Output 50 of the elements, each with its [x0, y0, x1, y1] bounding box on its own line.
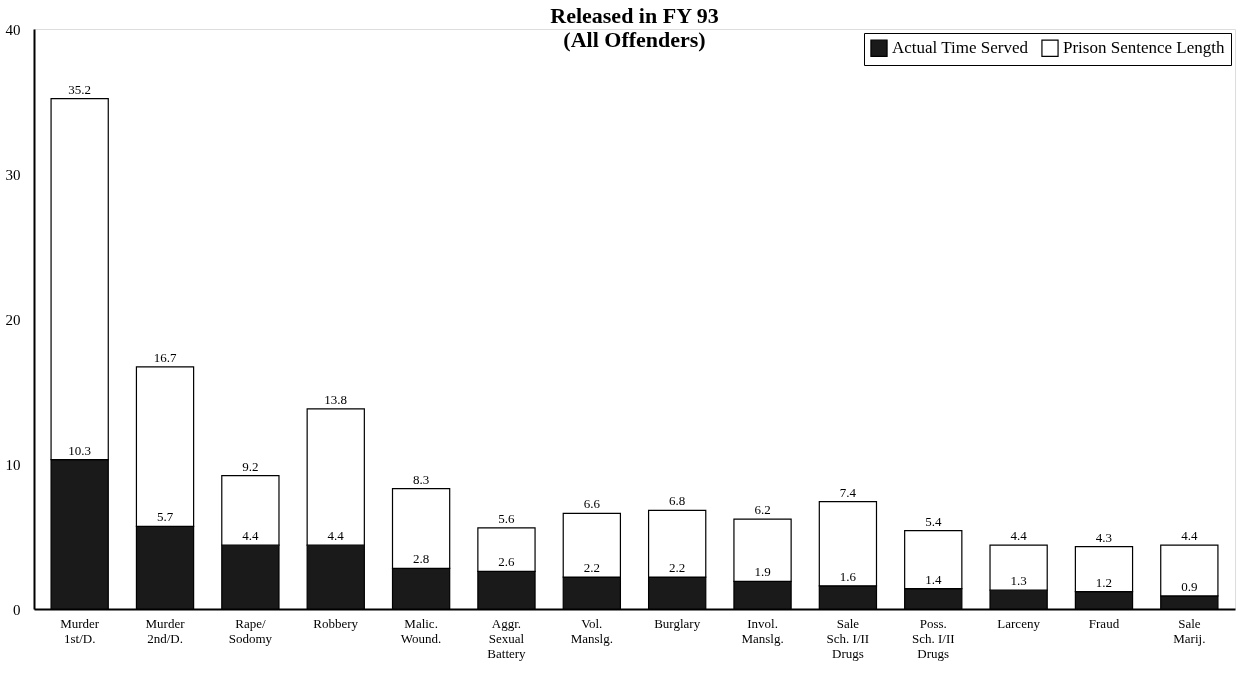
- data-label: 1.4: [925, 571, 942, 587]
- x-tick-label: Murder 2nd/D.: [145, 615, 186, 646]
- y-tick-label: 0: [13, 601, 21, 618]
- total-label: 6.6: [583, 496, 601, 512]
- total-label: 6.8: [669, 493, 686, 509]
- data-label: 1.2: [1095, 574, 1113, 590]
- data-label: 1.9: [754, 564, 771, 580]
- x-tick-label: Robbery: [313, 615, 359, 631]
- data-label: 2.6: [498, 554, 516, 570]
- data-label: 10.3: [68, 442, 92, 458]
- total-label: 35.2: [68, 81, 92, 97]
- y-tick-label: 40: [5, 21, 21, 38]
- x-tick-label: Sale Sch. I/II Drugs: [826, 615, 870, 661]
- x-tick-label: Rape/ Sodomy: [228, 615, 273, 646]
- total-label: 5.6: [498, 510, 516, 526]
- x-tick-label: Malic. Wound.: [400, 615, 442, 646]
- data-label: 2.8: [412, 551, 430, 567]
- data-label: 2.2: [583, 560, 600, 576]
- data-label: 4.4: [242, 528, 260, 544]
- total-label: 7.4: [839, 484, 857, 500]
- data-label: 5.7: [156, 509, 174, 525]
- x-tick-label: Vol. Manslg.: [570, 615, 613, 646]
- data-label: 4.4: [327, 528, 345, 544]
- total-label: 4.3: [1095, 529, 1113, 545]
- y-tick-label: 30: [5, 166, 21, 183]
- total-label: 4.4: [1181, 528, 1198, 544]
- total-label: 9.2: [242, 458, 259, 474]
- data-label: 1.6: [839, 568, 857, 584]
- legend-label: Prison Sentence Length: [1063, 38, 1225, 58]
- total-label: 16.7: [153, 349, 177, 365]
- total-label: 6.2: [754, 502, 771, 518]
- data-label: 1.3: [1010, 573, 1027, 589]
- total-label: 5.4: [925, 513, 942, 529]
- y-tick-label: 20: [5, 311, 21, 328]
- data-label: 2.2: [669, 560, 686, 576]
- x-tick-label: Murder 1st/D.: [60, 615, 100, 646]
- x-tick-label: Fraud: [1088, 615, 1120, 631]
- total-label: 4.4: [1010, 528, 1028, 544]
- chart-title: Released in FY 93 (All Offenders): [550, 3, 719, 52]
- x-tick-label: Burglary: [654, 615, 701, 631]
- y-tick-label: 10: [5, 456, 21, 473]
- x-tick-label: Poss. Sch. I/II Drugs: [911, 615, 955, 661]
- total-label: 13.8: [324, 391, 348, 407]
- data-label: 0.9: [1181, 578, 1198, 594]
- x-tick-label: Aggr. Sexual Battery: [487, 615, 527, 661]
- total-label: 8.3: [412, 471, 430, 487]
- x-tick-label: Sale Marij.: [1173, 615, 1206, 646]
- x-tick-label: Larceny: [997, 615, 1041, 631]
- x-tick-label: Invol. Manslg.: [741, 615, 784, 646]
- legend-label: Actual Time Served: [892, 38, 1029, 58]
